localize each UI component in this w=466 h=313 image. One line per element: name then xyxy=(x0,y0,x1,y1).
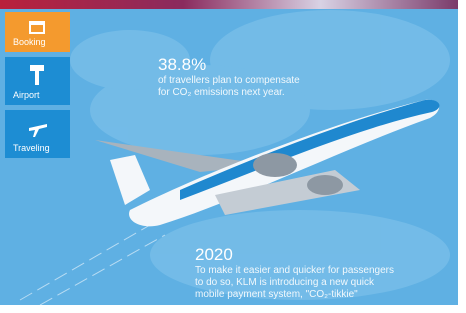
fact-2: 2020 To make it easier and quicker for p… xyxy=(195,245,394,301)
nav-label: Booking xyxy=(13,37,46,47)
nav-label: Traveling xyxy=(13,143,50,153)
fact-text: mobile payment system, "CO₂-tikkie" xyxy=(195,289,394,301)
fact-headline: 38.8% xyxy=(158,55,300,75)
nav-label: Airport xyxy=(13,90,40,100)
fact-text: for CO₂ emissions next year. xyxy=(158,87,300,99)
page: Booking Airport Traveling 38.8% of trave… xyxy=(0,0,466,313)
icon xyxy=(27,18,47,36)
nav-booking[interactable]: Booking xyxy=(5,12,70,52)
infographic: Booking Airport Traveling 38.8% of trave… xyxy=(0,0,458,305)
nav-airport[interactable]: Airport xyxy=(5,57,70,105)
fact-1: 38.8% of travellers plan to compensate f… xyxy=(158,55,300,99)
fact-text: of travellers plan to compensate xyxy=(158,75,300,87)
fact-text: To make it easier and quicker for passen… xyxy=(195,265,394,277)
icon xyxy=(27,116,49,138)
fact-headline: 2020 xyxy=(195,245,394,265)
nav-traveling[interactable]: Traveling xyxy=(5,110,70,158)
fact-text: to do so, KLM is introducing a new quick xyxy=(195,277,394,289)
icon xyxy=(27,63,47,87)
